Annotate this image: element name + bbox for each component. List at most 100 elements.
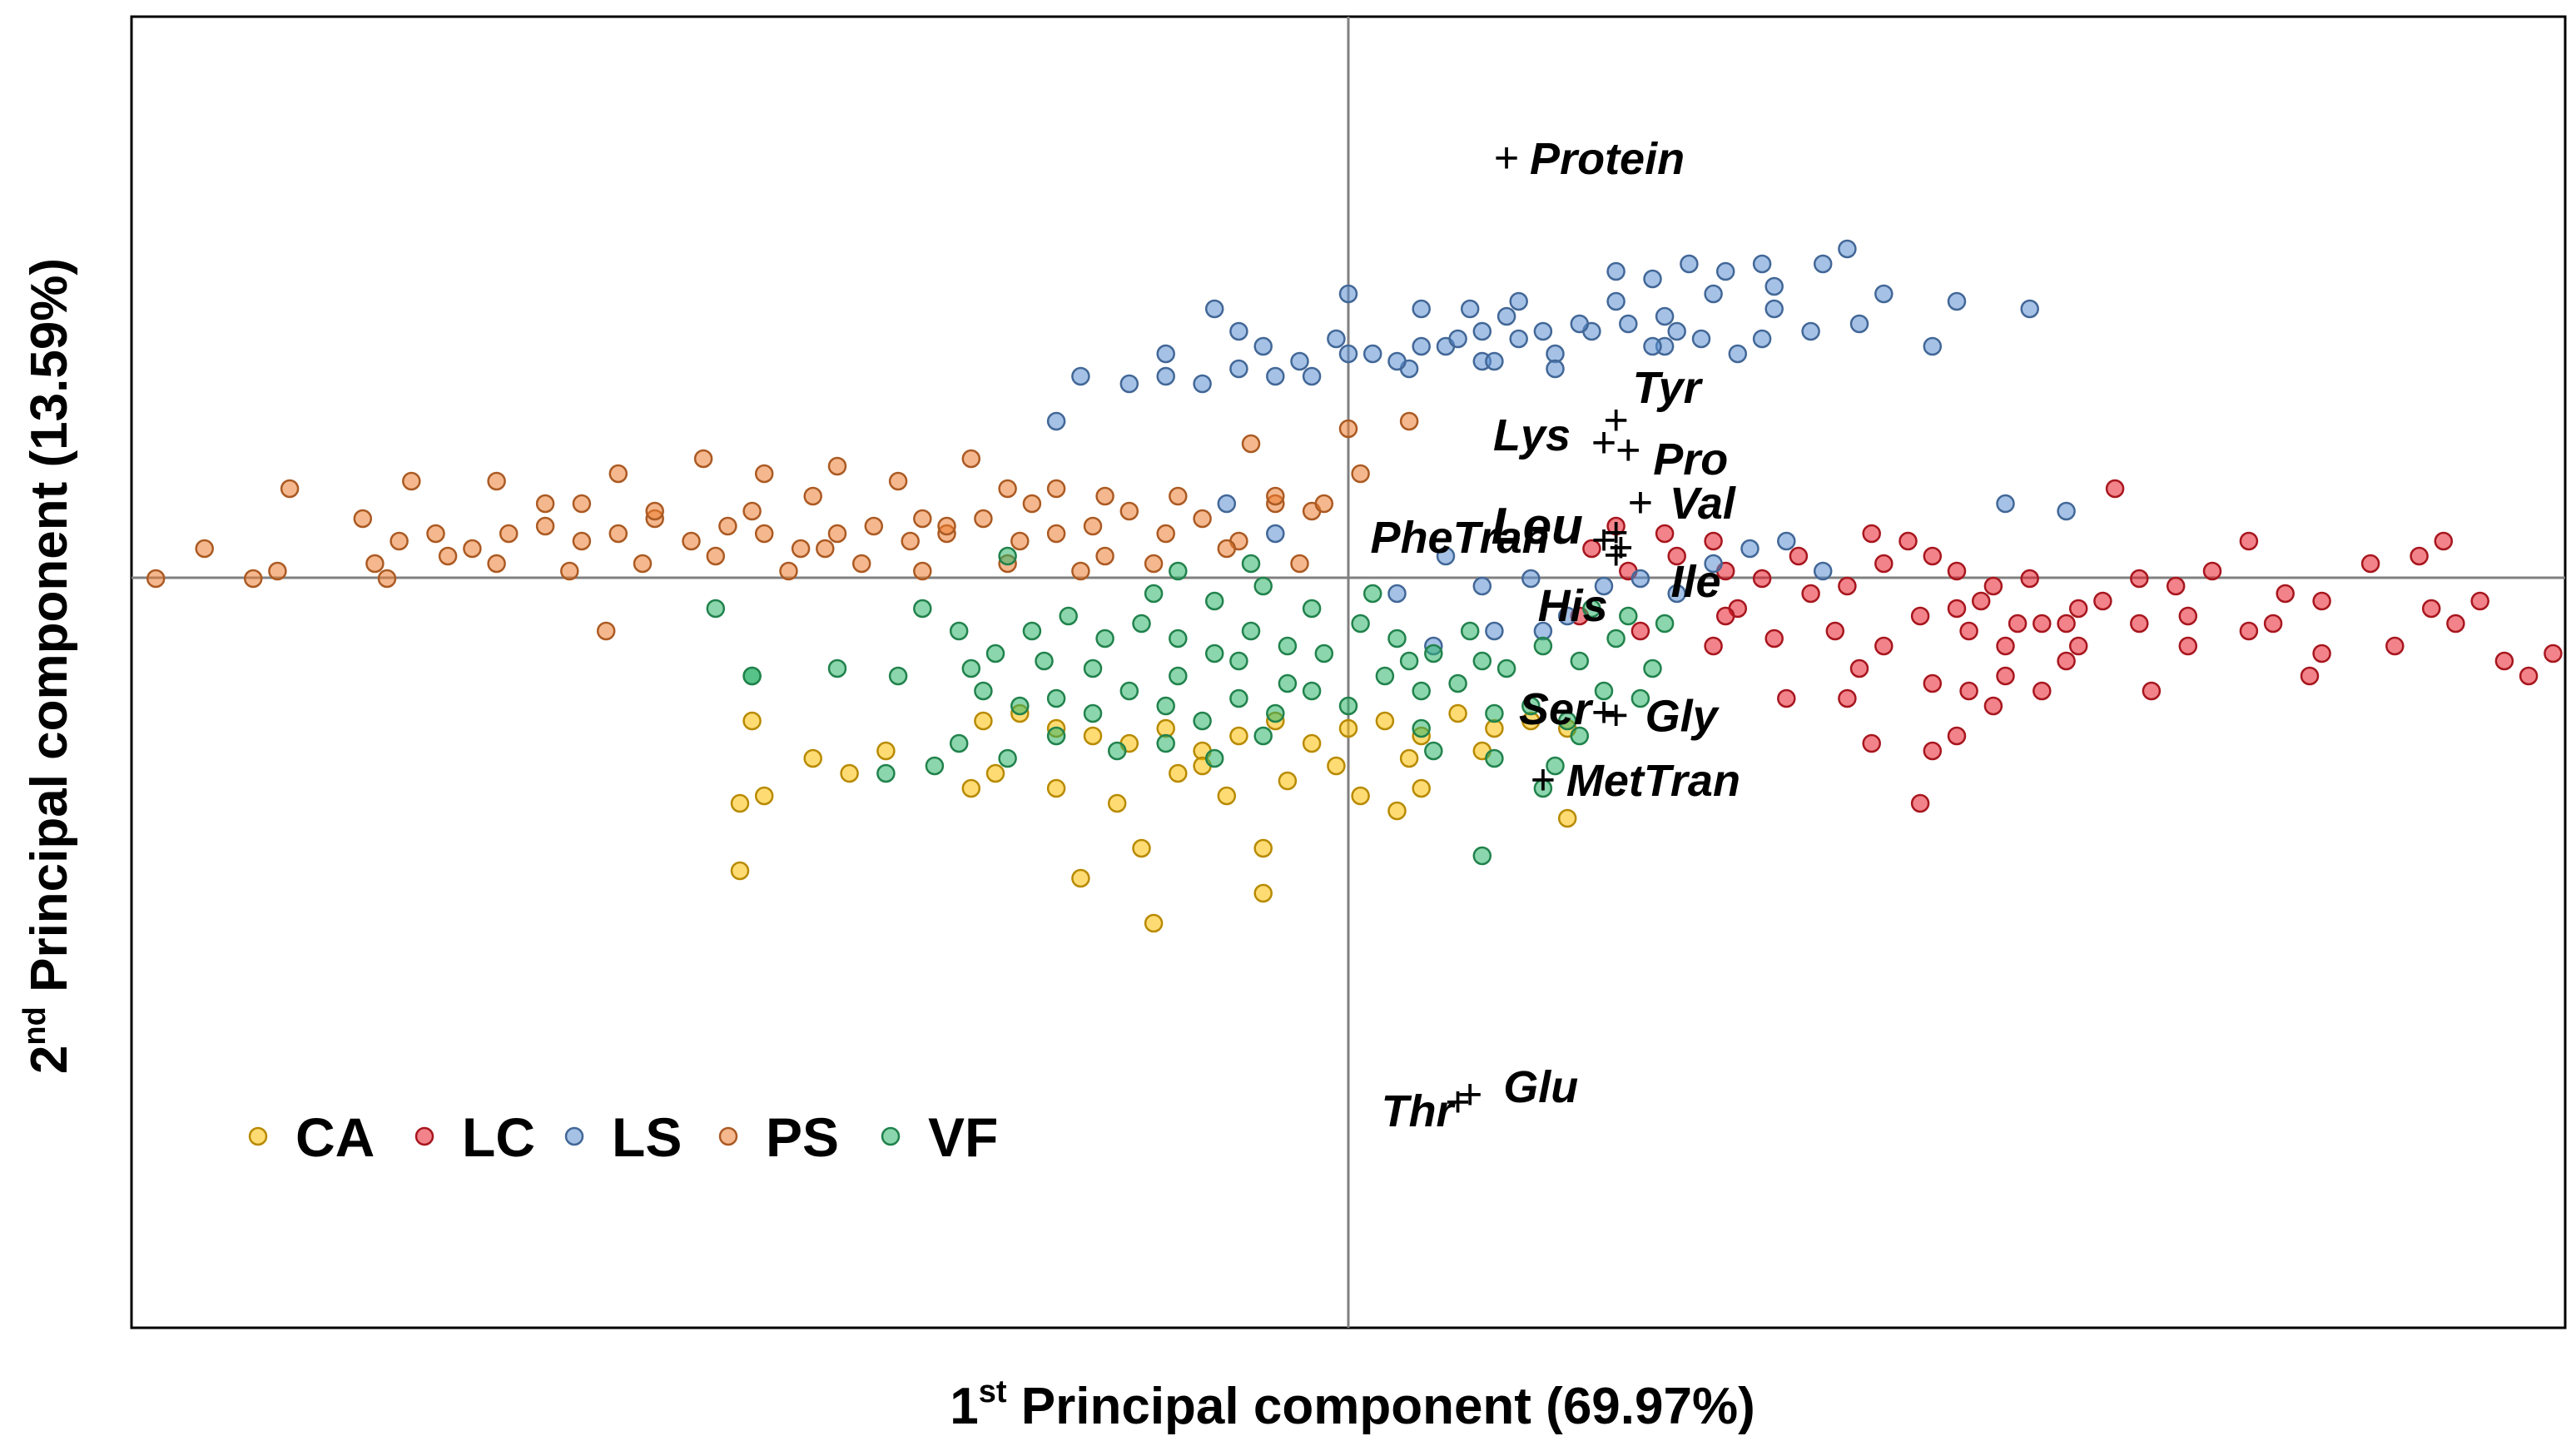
data-point: [1910, 793, 1930, 813]
data-point: [1412, 718, 1431, 738]
data-point: [1619, 606, 1638, 626]
y-axis-title-sup: nd: [17, 1006, 52, 1045]
data-point: [2263, 614, 2283, 634]
data-point: [1253, 883, 1273, 903]
series-ps: [146, 411, 1419, 641]
data-point: [888, 666, 908, 686]
data-point: [1156, 366, 1175, 386]
data-point: [1959, 621, 1978, 641]
data-point: [1704, 531, 1723, 551]
data-point: [2068, 599, 2088, 619]
data-point: [1412, 336, 1431, 356]
data-point: [1655, 524, 1675, 544]
data-point: [1874, 636, 1894, 656]
variable-label: Ser: [1519, 684, 1594, 734]
data-point: [1801, 584, 1820, 604]
data-point: [608, 464, 628, 484]
data-point: [1655, 306, 1675, 326]
data-point: [1947, 561, 1967, 581]
data-point: [1448, 673, 1467, 693]
data-point: [682, 531, 701, 551]
data-point: [2239, 531, 2259, 551]
data-point: [1412, 681, 1431, 701]
data-point: [1570, 651, 1590, 671]
data-point: [1253, 336, 1273, 356]
data-point: [426, 524, 445, 544]
data-point: [1874, 284, 1894, 304]
data-point: [718, 516, 737, 536]
data-point: [1643, 336, 1662, 356]
data-point: [2178, 636, 2198, 656]
variable-marker: +: [1457, 1071, 1482, 1119]
data-point: [1010, 696, 1030, 716]
data-point: [2142, 681, 2162, 701]
data-point: [1619, 314, 1638, 334]
data-point: [2434, 531, 2454, 551]
data-point: [438, 546, 458, 566]
data-point: [1630, 621, 1650, 641]
data-point: [1278, 771, 1298, 791]
data-point: [1521, 569, 1541, 589]
variable-marker: +: [1628, 479, 1653, 527]
data-point: [1314, 644, 1334, 663]
data-point: [1156, 696, 1175, 716]
data-point: [633, 554, 653, 574]
data-point: [1132, 838, 1151, 858]
data-point: [1253, 726, 1273, 746]
data-point: [876, 763, 896, 783]
data-point: [1302, 366, 1322, 386]
variable-label: Thr: [1382, 1086, 1457, 1136]
data-point: [913, 509, 932, 529]
data-point: [754, 786, 774, 806]
data-point: [1923, 741, 1943, 761]
data-point: [913, 561, 932, 581]
data-point: [1594, 576, 1614, 596]
data-point: [949, 733, 969, 753]
variable-label: Lys: [1493, 410, 1571, 460]
data-point: [1362, 584, 1382, 604]
data-point: [1704, 284, 1723, 304]
data-point: [487, 471, 506, 491]
data-point: [1667, 584, 1686, 604]
data-point: [1351, 614, 1370, 634]
data-point: [1838, 239, 1857, 259]
data-point: [1983, 696, 2003, 716]
data-point: [1387, 801, 1407, 821]
legend-marker: [414, 1126, 434, 1146]
data-point: [2202, 561, 2222, 581]
data-point: [2421, 599, 2441, 619]
data-point: [961, 658, 981, 678]
data-point: [1655, 614, 1675, 634]
data-point: [1740, 539, 1760, 559]
data-point: [1570, 726, 1590, 746]
variable-label: Gly: [1645, 692, 1720, 742]
data-point: [1083, 658, 1103, 678]
data-point: [779, 561, 798, 581]
data-point: [1290, 554, 1309, 574]
data-point: [1752, 329, 1772, 349]
data-point: [1338, 696, 1358, 716]
data-point: [1022, 621, 1042, 641]
data-point: [1862, 733, 1881, 753]
data-point: [1691, 329, 1711, 349]
data-point: [1375, 711, 1395, 731]
data-point: [840, 763, 859, 783]
data-point: [998, 546, 1017, 566]
data-point: [1728, 344, 1748, 364]
data-point: [1947, 726, 1967, 746]
data-point: [1083, 703, 1103, 723]
data-point: [2178, 606, 2198, 626]
data-point: [2033, 614, 2052, 634]
data-point: [1119, 501, 1139, 521]
data-point: [1266, 366, 1285, 386]
legend-marker: [248, 1126, 268, 1146]
data-point: [1533, 636, 1553, 656]
data-point: [1169, 629, 1188, 648]
data-point: [864, 516, 884, 536]
data-point: [1095, 486, 1114, 506]
data-point: [1813, 254, 1833, 274]
data-point: [1496, 306, 1516, 326]
data-point: [1302, 599, 1322, 619]
data-point: [1278, 673, 1298, 693]
legend: CA LC LS PS VF: [248, 1106, 998, 1168]
